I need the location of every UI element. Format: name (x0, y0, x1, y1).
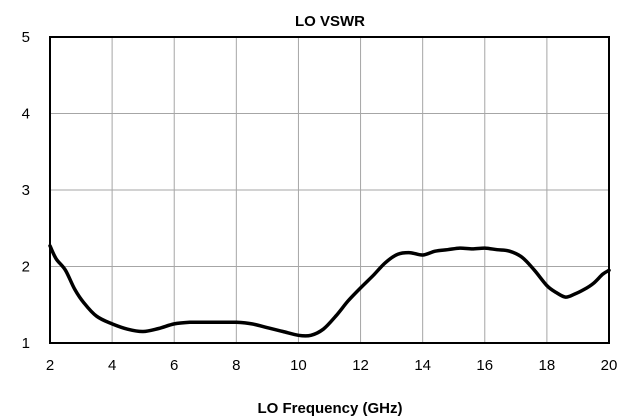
x-tick-label: 10 (290, 357, 307, 374)
y-tick-label: 1 (22, 335, 30, 352)
x-tick-label: 2 (46, 357, 54, 374)
x-axis-label: LO Frequency (GHz) (257, 400, 402, 417)
y-tick-label: 4 (22, 106, 30, 123)
x-tick-label: 12 (352, 357, 369, 374)
y-tick-labels: 1 2 3 4 5 (22, 29, 30, 352)
x-tick-label: 14 (414, 357, 431, 374)
x-tick-labels: 2 4 6 8 10 12 14 16 18 20 (46, 357, 618, 374)
x-tick-label: 20 (601, 357, 618, 374)
plot-frame (49, 36, 610, 344)
y-tick-label: 5 (22, 29, 30, 46)
y-tick-label: 3 (22, 182, 30, 199)
x-tick-label: 16 (476, 357, 493, 374)
y-tick-label: 2 (22, 259, 30, 276)
series-group (48, 244, 611, 338)
chart-title: LO VSWR (295, 13, 365, 30)
series-line-0 (48, 244, 611, 338)
x-tick-label: 18 (539, 357, 556, 374)
x-tick-label: 6 (170, 357, 178, 374)
grid-lines (50, 37, 609, 343)
x-tick-label: 4 (108, 357, 116, 374)
x-tick-label: 8 (232, 357, 240, 374)
